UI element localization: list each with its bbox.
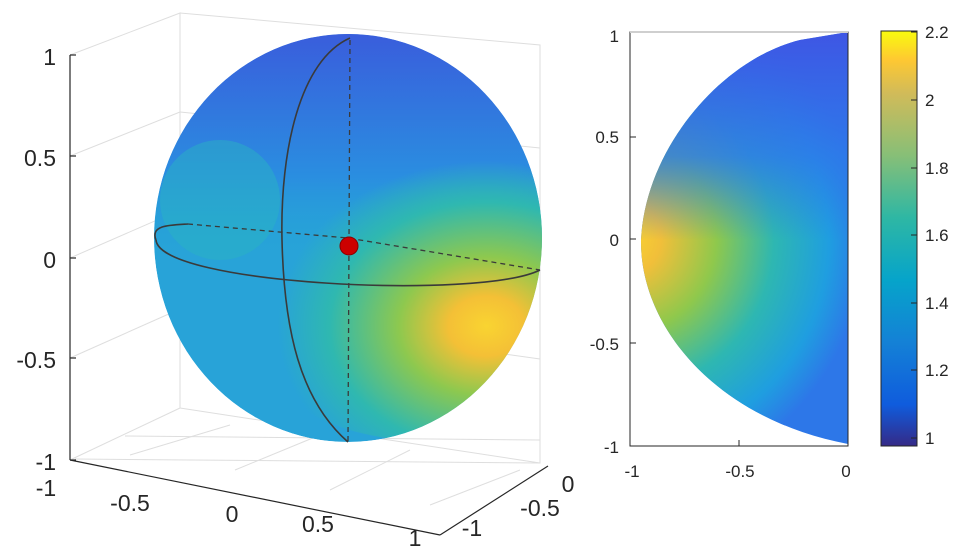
colorbar: 2.2 2 1.8 1.6 1.4 1.2 1 (880, 23, 949, 448)
axes-2d: 1 0.5 0 -0.5 -1 -1 -0.5 0 (590, 27, 851, 481)
y-tick-label: -1 (604, 438, 619, 457)
origin-marker (339, 236, 359, 256)
y-tick-label: 0 (610, 231, 619, 250)
y-tick-label: 0.5 (595, 128, 619, 147)
x-axis-line (69, 459, 441, 536)
axes-3d: 1 0.5 0 -0.5 -1 -1 -0.5 0 0.5 1 -1 -0.5 … (16, 12, 575, 551)
y-axis-line (439, 465, 549, 536)
y-tick-label: -0.5 (590, 335, 619, 354)
z-tick-label: -0.5 (16, 347, 56, 373)
z-tick-label: -1 (36, 449, 56, 475)
x-tick-label: 0.5 (302, 511, 334, 537)
z-tick-label: 0.5 (24, 145, 56, 171)
colorbar-tick-label: 2.2 (925, 23, 949, 42)
equator-dashed-line (187, 223, 541, 271)
x-tick-label: -1 (36, 475, 56, 501)
x-tick-label: 1 (409, 525, 422, 551)
x-tick-label: 0 (841, 462, 850, 481)
heatmap (640, 32, 848, 444)
colorbar-tick-label: 1.6 (925, 226, 949, 245)
y-tick-label: 0 (562, 471, 575, 497)
y-tick-label: -1 (462, 515, 482, 541)
colorbar-tick-label: 2 (925, 91, 934, 110)
meridian-line (281, 37, 351, 443)
colorbar-tick-label: 1.4 (925, 294, 949, 313)
sphere-surface (154, 34, 542, 442)
y-tick-label: -0.5 (520, 495, 560, 521)
equator-line (155, 239, 541, 287)
y-tick-label: 1 (610, 27, 619, 46)
colorbar-tick-label: 1.2 (925, 361, 949, 380)
colorbar-tick-label: 1.8 (925, 159, 949, 178)
x-tick-label: 0 (226, 501, 239, 527)
sphere-guides (154, 37, 541, 443)
z-tick-label: 1 (43, 44, 56, 70)
colorbar-tick-label: 1 (925, 429, 934, 448)
z-tick-label: 0 (43, 247, 56, 273)
x-tick-label: -0.5 (110, 490, 150, 516)
x-tick-label: -0.5 (725, 462, 754, 481)
equator-back-line (154, 223, 189, 241)
x-tick-label: -1 (624, 462, 639, 481)
